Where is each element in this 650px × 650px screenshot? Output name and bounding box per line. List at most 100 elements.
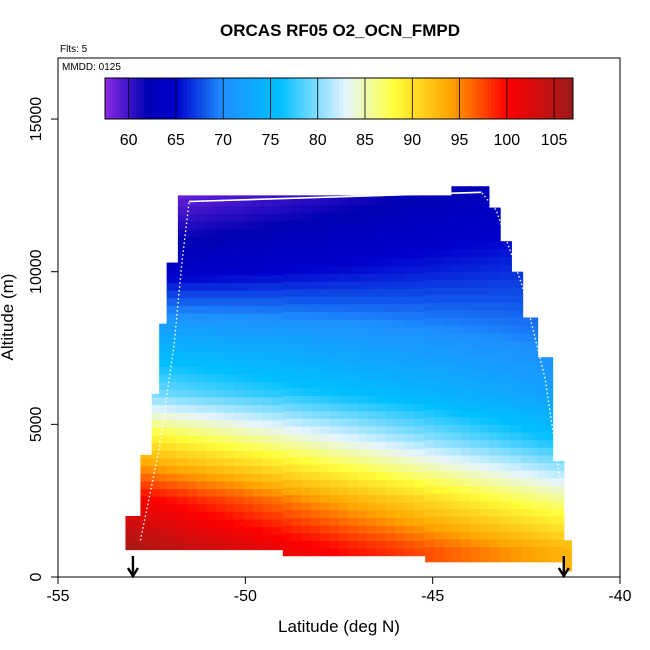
heatmap-cell bbox=[498, 370, 501, 380]
heatmap-cell bbox=[187, 251, 198, 261]
heatmap-cell bbox=[522, 340, 533, 349]
heatmap-cell bbox=[166, 312, 177, 322]
heatmap-cell bbox=[470, 393, 481, 403]
heatmap-cell bbox=[488, 378, 499, 387]
heatmap-cell bbox=[339, 441, 349, 450]
heatmap-cell bbox=[339, 402, 349, 412]
heatmap-cell bbox=[425, 538, 436, 548]
heatmap-cell bbox=[552, 500, 563, 509]
heatmap-cell bbox=[500, 279, 511, 288]
heatmap-cell bbox=[425, 195, 436, 204]
heatmap-cell bbox=[348, 250, 359, 259]
heatmap-cell bbox=[357, 280, 368, 290]
heatmap-cell bbox=[385, 509, 396, 519]
heatmap-cell bbox=[413, 265, 424, 274]
heatmap-cell bbox=[329, 235, 340, 244]
heatmap-cell bbox=[498, 546, 501, 555]
heatmap-cell bbox=[552, 531, 563, 540]
heatmap-cell bbox=[500, 500, 511, 509]
heatmap-cell bbox=[243, 343, 254, 352]
heatmap-cell bbox=[282, 471, 293, 480]
heatmap-cell bbox=[520, 325, 524, 334]
heatmap-cell bbox=[357, 387, 368, 396]
heatmap-cell bbox=[376, 288, 387, 297]
heatmap-cell bbox=[451, 302, 462, 311]
heatmap-cell bbox=[479, 401, 490, 410]
heatmap-cell bbox=[376, 479, 387, 488]
heatmap-cell bbox=[434, 332, 445, 341]
heatmap-cell bbox=[252, 320, 263, 329]
heatmap-cell bbox=[385, 212, 396, 221]
heatmap-cell bbox=[320, 471, 331, 480]
heatmap-cell bbox=[196, 541, 207, 551]
heatmap-cell bbox=[243, 198, 254, 207]
heatmap-cell bbox=[187, 267, 198, 276]
heatmap-cell bbox=[262, 503, 273, 512]
heatmap-cell bbox=[498, 286, 501, 296]
colorbar-swatch bbox=[436, 78, 441, 119]
heatmap-cell bbox=[385, 486, 396, 496]
heatmap-cell bbox=[243, 335, 254, 345]
heatmap-cell bbox=[395, 540, 406, 549]
heatmap-cell bbox=[224, 267, 235, 276]
heatmap-cell bbox=[488, 302, 499, 311]
heatmap-cell bbox=[282, 532, 293, 541]
heatmap-cell bbox=[470, 309, 481, 319]
heatmap-cell bbox=[196, 373, 207, 383]
heatmap-cell bbox=[404, 349, 415, 358]
heatmap-cell bbox=[243, 450, 254, 459]
heatmap-cell bbox=[166, 297, 177, 306]
heatmap-cell bbox=[511, 431, 522, 441]
heatmap-cell bbox=[252, 221, 263, 230]
heatmap-cell bbox=[376, 265, 387, 274]
heatmap-cell bbox=[451, 218, 462, 227]
colorbar-tick-label: 105 bbox=[541, 132, 568, 149]
heatmap-cell bbox=[329, 364, 340, 374]
heatmap-cell bbox=[280, 404, 284, 413]
heatmap-cell bbox=[151, 465, 160, 474]
heatmap-cell bbox=[404, 357, 415, 366]
heatmap-cell bbox=[282, 334, 293, 343]
heatmap-cell bbox=[413, 402, 424, 412]
colorbar-swatch bbox=[366, 78, 371, 119]
heatmap-cell bbox=[348, 296, 359, 305]
heatmap-cell bbox=[262, 236, 273, 245]
heatmap-cell bbox=[348, 227, 359, 236]
heatmap-cell bbox=[451, 493, 462, 502]
heatmap-cell bbox=[451, 325, 462, 334]
heatmap-cell bbox=[310, 456, 321, 465]
heatmap-cell bbox=[292, 227, 303, 236]
heatmap-cell bbox=[522, 401, 533, 410]
heatmap-cell bbox=[224, 351, 235, 360]
heatmap-cell bbox=[443, 462, 452, 471]
heatmap-cell bbox=[425, 462, 436, 471]
heatmap-cell bbox=[498, 207, 501, 212]
heatmap-cell bbox=[329, 517, 340, 526]
heatmap-cell bbox=[271, 305, 282, 314]
heatmap-cell bbox=[546, 531, 554, 540]
heatmap-cell bbox=[234, 244, 245, 253]
heatmap-cell bbox=[443, 508, 452, 517]
heatmap-cell bbox=[425, 340, 436, 349]
heatmap-cell bbox=[234, 404, 245, 413]
heatmap-cell bbox=[282, 204, 293, 213]
heatmap-cell bbox=[262, 206, 273, 215]
heatmap-cell bbox=[404, 372, 415, 381]
heatmap-cell bbox=[367, 486, 378, 496]
heatmap-cell bbox=[470, 286, 481, 296]
heatmap-cell bbox=[434, 485, 445, 494]
heatmap-cell bbox=[252, 488, 263, 497]
heatmap-cell bbox=[282, 273, 293, 282]
heatmap-cell bbox=[451, 485, 462, 494]
heatmap-cell bbox=[262, 366, 273, 375]
heatmap-cell bbox=[404, 212, 415, 221]
heatmap-cell bbox=[329, 548, 340, 557]
heatmap-cell bbox=[234, 511, 245, 520]
heatmap-cell bbox=[561, 538, 565, 548]
heatmap-cell bbox=[320, 242, 331, 251]
heatmap-cell bbox=[425, 203, 436, 212]
heatmap-cell bbox=[310, 410, 321, 419]
colorbar-swatch bbox=[475, 78, 480, 119]
heatmap-cell bbox=[488, 248, 499, 258]
heatmap-cell bbox=[224, 236, 235, 245]
